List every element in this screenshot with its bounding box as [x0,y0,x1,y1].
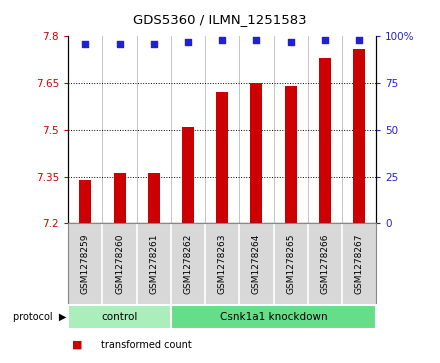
Bar [68,305,171,329]
Bar [250,83,262,223]
Text: control: control [101,312,138,322]
Text: GSM1278260: GSM1278260 [115,234,124,294]
Bar [114,174,125,223]
Text: GSM1278265: GSM1278265 [286,234,295,294]
Text: Csnk1a1 knockdown: Csnk1a1 knockdown [220,312,327,322]
Bar [171,305,376,329]
Bar [319,58,331,223]
Bar [353,49,365,223]
Text: GSM1278267: GSM1278267 [355,234,363,294]
Point [321,37,328,43]
Bar [216,92,228,223]
Text: GSM1278259: GSM1278259 [81,234,90,294]
Point [150,41,157,47]
Bar [285,86,297,223]
Text: protocol  ▶: protocol ▶ [13,312,66,322]
Point [184,39,191,45]
Point [253,37,260,43]
Point [287,39,294,45]
Text: GDS5360 / ILMN_1251583: GDS5360 / ILMN_1251583 [133,13,307,26]
Text: GSM1278263: GSM1278263 [218,234,227,294]
Point [356,37,363,43]
Bar [148,174,160,223]
Text: GSM1278262: GSM1278262 [183,234,192,294]
Bar [182,127,194,223]
Text: GSM1278264: GSM1278264 [252,234,261,294]
Text: ■: ■ [72,340,82,350]
Text: GSM1278261: GSM1278261 [149,234,158,294]
Text: transformed count: transformed count [101,340,192,350]
Text: GSM1278266: GSM1278266 [320,234,330,294]
Point [82,41,89,47]
Point [116,41,123,47]
Point [219,37,226,43]
Bar [79,180,92,223]
